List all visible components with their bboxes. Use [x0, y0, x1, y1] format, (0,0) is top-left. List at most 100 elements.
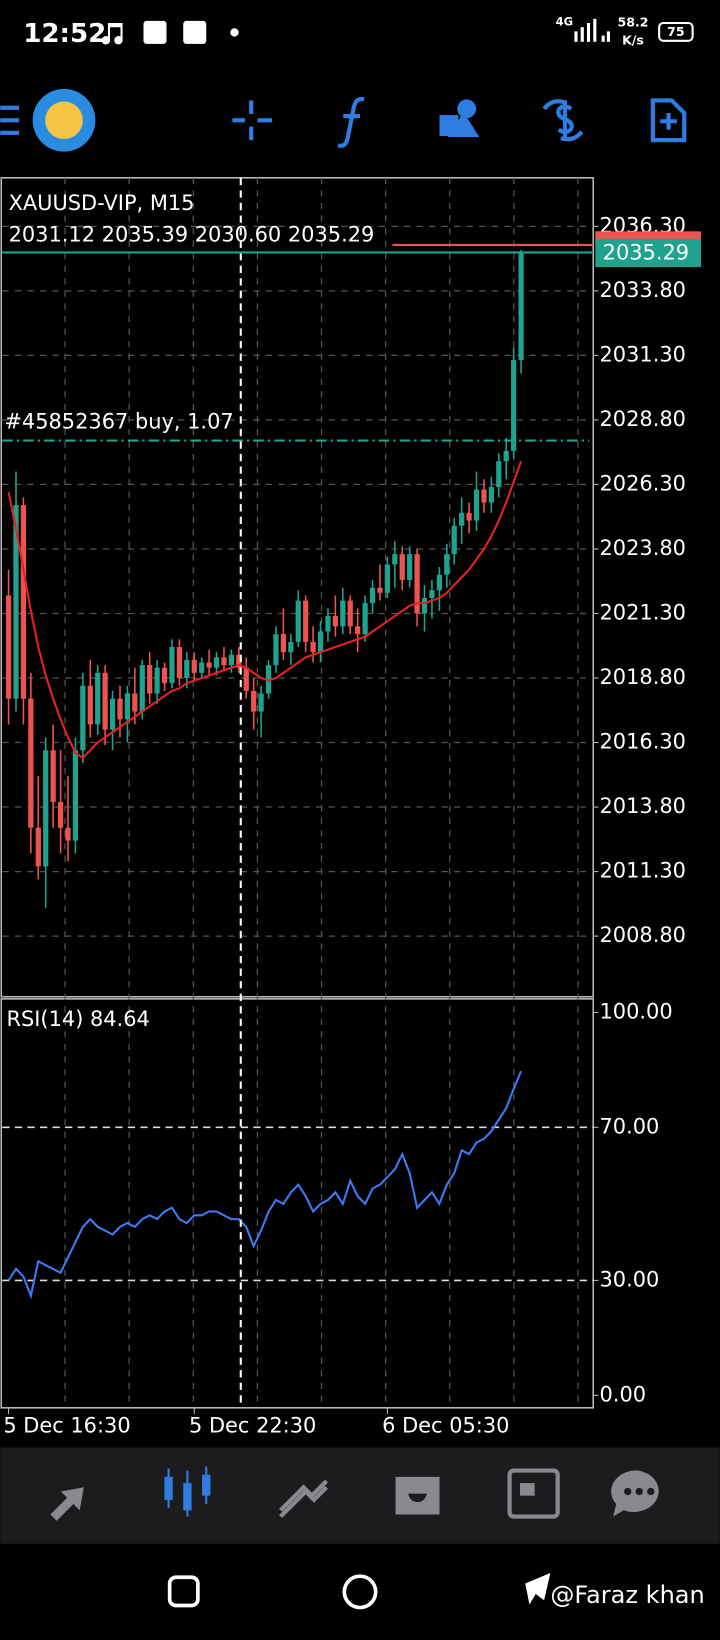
y-tick-label: 2031.30	[600, 342, 686, 366]
candle-body	[347, 600, 353, 627]
history-tab[interactable]	[395, 1476, 440, 1515]
watermark: @Faraz khan	[550, 1581, 704, 1609]
candle-body	[399, 554, 405, 580]
news-icon-part	[520, 1483, 535, 1496]
speed-unit: K/s	[622, 32, 644, 47]
candle-body	[392, 554, 398, 565]
trade-button[interactable]	[542, 99, 584, 142]
candle-body	[65, 827, 71, 841]
rsi-title: RSI(14) 84.64	[6, 1007, 149, 1031]
news-tab[interactable]	[507, 1468, 560, 1519]
y-tick-label: 2021.30	[600, 600, 686, 624]
signal	[580, 27, 584, 42]
candle-body	[258, 693, 264, 712]
y-tick-label: 2023.80	[600, 536, 686, 560]
candle-body	[109, 698, 116, 730]
speed: 58.2	[618, 15, 649, 30]
candle-body	[503, 450, 509, 462]
candle-body	[451, 525, 457, 555]
menu-button[interactable]	[0, 105, 20, 135]
candle-body	[317, 631, 324, 653]
candle-body	[13, 505, 19, 699]
recents-button[interactable]	[167, 1575, 200, 1608]
status-icons	[101, 18, 610, 45]
battery-level: 75	[667, 24, 684, 39]
indicators-button[interactable]	[337, 96, 365, 148]
new-order-button[interactable]	[650, 98, 687, 143]
clock: 12:52	[23, 19, 106, 49]
y-tick-label: 2026.30	[600, 471, 686, 495]
candle-body	[511, 360, 517, 451]
facebook-icon	[183, 20, 207, 44]
moving-average	[7, 460, 523, 760]
home-button[interactable]	[342, 1574, 378, 1610]
candle-body	[362, 603, 368, 635]
signal	[606, 31, 610, 42]
y-tick-label: 70.00	[600, 1114, 660, 1138]
y-tick-label: 2033.80	[600, 278, 686, 302]
candle-body	[139, 665, 145, 712]
dot	[230, 28, 239, 37]
rsi-line	[7, 1070, 523, 1300]
bottom-nav	[0, 1447, 720, 1544]
y-tick-label: 0.00	[600, 1382, 647, 1406]
candle-body	[35, 827, 41, 867]
candle-body	[407, 554, 413, 580]
candle-body	[377, 587, 383, 593]
candle-body	[384, 564, 390, 593]
candle-body	[28, 698, 34, 828]
objects-button[interactable]	[439, 99, 480, 138]
chat-tab[interactable]	[611, 1470, 659, 1517]
candle-body	[161, 667, 168, 684]
chart-tab[interactable]	[164, 1466, 211, 1517]
candle-body	[466, 512, 472, 521]
candle-body	[265, 665, 272, 694]
candle-body	[169, 647, 175, 684]
network: 4G	[556, 14, 573, 28]
candle-body	[228, 654, 235, 666]
candle-body	[57, 801, 64, 828]
crosshair-button[interactable]	[232, 100, 273, 141]
candle-body	[332, 616, 338, 627]
y-tick-label: 2011.30	[600, 859, 686, 883]
quotes-tab[interactable]	[50, 1487, 84, 1521]
trade-tab[interactable]	[279, 1479, 329, 1519]
candle-body	[117, 698, 123, 720]
candle-body	[444, 554, 450, 575]
candle-body	[518, 252, 524, 361]
candle-body	[481, 489, 487, 503]
rsi-frame	[0, 998, 595, 1409]
y-tick-label: 2028.80	[600, 407, 686, 431]
candle-body	[414, 554, 420, 614]
candle-body	[5, 595, 12, 699]
candle-body	[124, 693, 131, 720]
y-tick-label: 2013.80	[600, 794, 686, 818]
ohlc-summary: 2031.12 2035.39 2030.60 2035.29	[9, 222, 375, 246]
candle-body	[355, 626, 361, 635]
main-chart-frame	[0, 177, 595, 998]
app-logo-inner	[45, 101, 83, 140]
candle-body	[72, 750, 79, 841]
order-label: #45852367 buy, 1.07	[4, 410, 233, 434]
candle-body	[95, 672, 101, 725]
candle-body	[43, 750, 49, 867]
y-tick-label: 2016.30	[600, 730, 686, 754]
candle-body	[488, 487, 494, 503]
candle-body	[273, 634, 279, 666]
y-tick-label: 2008.80	[600, 923, 686, 947]
last-price-box	[595, 238, 701, 268]
candle-body	[132, 693, 138, 712]
candle-body	[325, 616, 331, 632]
x-tick-label: 5 Dec 16:30	[3, 1414, 130, 1438]
last-price-label: 2035.29	[603, 240, 689, 264]
nav-icons	[50, 1466, 659, 1521]
candle-body	[213, 657, 220, 668]
candle-body	[303, 600, 309, 642]
y-tick-label: 2018.80	[600, 665, 686, 689]
candle-body	[295, 600, 301, 642]
candle-body	[236, 654, 242, 668]
candle-body	[459, 512, 465, 526]
plot	[2, 225, 599, 1415]
